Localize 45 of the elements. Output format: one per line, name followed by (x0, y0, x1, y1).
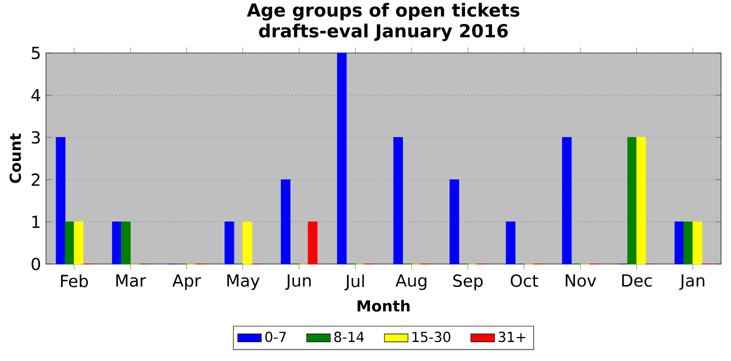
x-tick-label: Apr (172, 274, 201, 290)
x-tick-label: Dec (622, 274, 652, 287)
x-tick-label: May (227, 274, 260, 290)
bar (121, 222, 131, 264)
chart-subtitle: drafts-eval January 2016 (259, 24, 508, 42)
bar (674, 222, 684, 264)
bar (684, 222, 694, 264)
legend-label: 0-7 (265, 332, 286, 342)
y-tick-label: 1 (32, 216, 40, 228)
x-tick-label: Nov (566, 274, 596, 287)
y-tick-label: 2 (32, 173, 40, 186)
x-axis-title: Month (358, 300, 410, 312)
y-tick-label: 5 (32, 46, 40, 60)
y-tick-label: 3 (32, 131, 40, 144)
bar (636, 137, 646, 264)
x-tick-label: Aug (396, 274, 426, 290)
y-tick-label: 0 (32, 258, 40, 270)
legend-label: 8-14 (334, 332, 364, 342)
bar (64, 222, 74, 264)
bar (393, 137, 403, 264)
bar (112, 222, 122, 264)
bar (450, 179, 460, 264)
legend-label: 15-30 (412, 332, 450, 342)
bar (627, 137, 637, 264)
x-tick-label: Jan (679, 274, 704, 290)
x-tick-label: Jul (344, 274, 364, 290)
x-tick-label: Oct (510, 274, 538, 287)
bar (562, 137, 572, 264)
bar (74, 222, 84, 264)
x-tick-label: Feb (61, 274, 88, 288)
bar (224, 222, 234, 264)
x-tick-label: Sep (453, 274, 483, 290)
y-axis-title: Count (10, 134, 22, 184)
bar (308, 222, 318, 264)
x-tick-label: Jun (285, 274, 311, 290)
bar (280, 179, 290, 264)
bar (506, 222, 516, 264)
bar (56, 137, 66, 264)
x-tick-label: Mar (116, 274, 146, 287)
bar (692, 222, 702, 264)
y-tick-label: 4 (31, 89, 40, 102)
bar (242, 222, 252, 264)
legend-label: 31+ (498, 332, 526, 342)
bar (337, 52, 347, 264)
chart-title: Age groups of open tickets (246, 2, 520, 20)
